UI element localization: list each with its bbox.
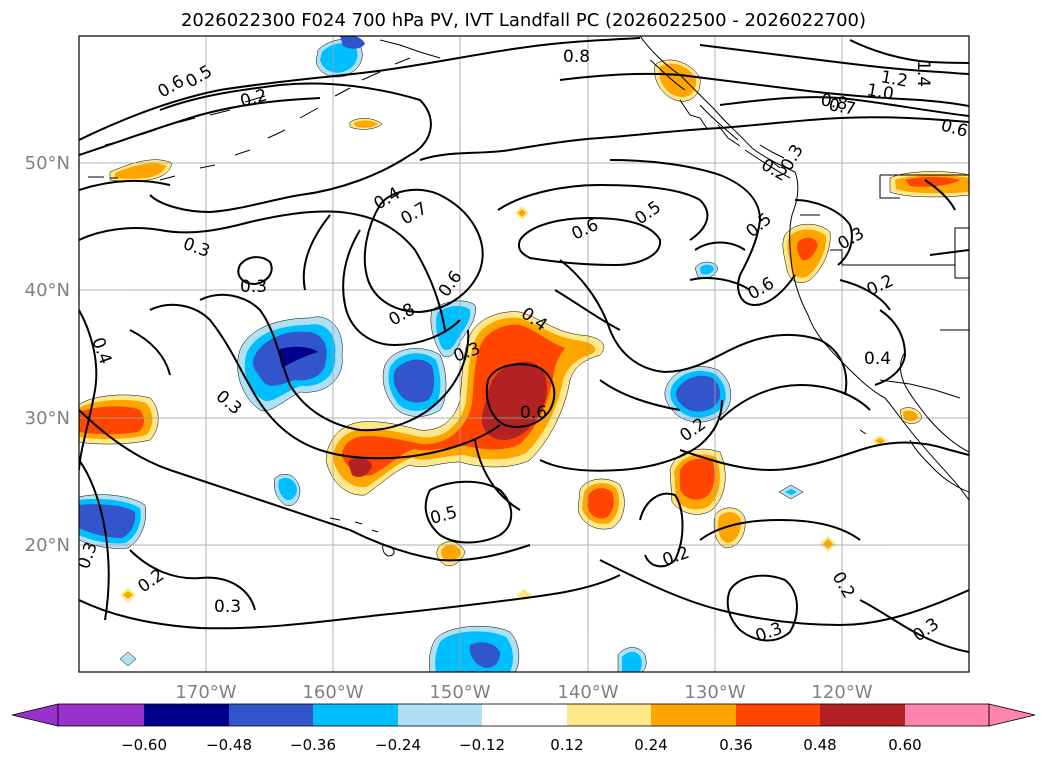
- colorbar-extend-low: [11, 703, 59, 727]
- contour-label: 1.2: [879, 67, 909, 91]
- graticule: [79, 36, 969, 672]
- map-title: 2026022300 F024 700 hPa PV, IVT Landfall…: [180, 10, 867, 31]
- colorbar-tick: 0.48: [803, 736, 836, 754]
- lat-label: 20°N: [25, 535, 70, 556]
- colorbar-tick: −0.48: [206, 736, 252, 754]
- colorbar-swatch: [58, 704, 144, 726]
- colorbar-swatch: [651, 704, 736, 726]
- colorbar-swatch: [820, 704, 905, 726]
- contour-label: 0.6: [520, 403, 547, 423]
- lon-label: 160°W: [302, 682, 363, 703]
- lat-label: 50°N: [25, 153, 70, 174]
- contour-label: 0.4: [864, 349, 891, 369]
- colorbar-tick: −0.24: [375, 736, 421, 754]
- colorbar-swatch: [229, 704, 313, 726]
- colorbar-swatch: [144, 704, 229, 726]
- contour-label: 1.4: [913, 60, 933, 87]
- longitude-labels: 170°W 160°W 150°W 140°W 130°W 120°W: [175, 682, 872, 703]
- lon-label: 170°W: [175, 682, 236, 703]
- contour-label: 0.3: [214, 597, 241, 617]
- colorbar-tick: 0.12: [550, 736, 583, 754]
- colorbar-extend-high: [988, 703, 1036, 727]
- lat-label: 40°N: [25, 280, 70, 301]
- contour-label: 0.8: [819, 90, 849, 114]
- colorbar-swatch: [482, 704, 567, 726]
- map-frame: [78, 35, 970, 673]
- contour-label: 1.0: [865, 80, 895, 104]
- colorbar-swatch: [905, 704, 989, 726]
- colorbar-tick: 0.60: [888, 736, 921, 754]
- lon-label: 130°W: [684, 682, 745, 703]
- colorbar-tick: 0.24: [634, 736, 667, 754]
- colorbar-tick: 0.36: [719, 736, 752, 754]
- latitude-labels: 50°N 40°N 30°N 20°N: [25, 153, 70, 556]
- colorbar-swatch: [398, 704, 482, 726]
- colorbar-tick: −0.12: [459, 736, 505, 754]
- ivt-shading: [79, 36, 969, 672]
- lon-label: 140°W: [557, 682, 618, 703]
- contour-label: 0.8: [563, 47, 590, 67]
- pv-contours: [79, 37, 969, 653]
- colorbar-swatch: [736, 704, 820, 726]
- contour-label: 0.3: [240, 277, 267, 297]
- colorbar-tick: −0.36: [290, 736, 336, 754]
- lon-label: 120°W: [811, 682, 872, 703]
- coastlines: [88, 36, 969, 557]
- lon-label: 150°W: [429, 682, 490, 703]
- colorbar-swatch: [567, 704, 651, 726]
- colorbar: −0.60 −0.48 −0.36 −0.24 −0.12 0.12 0.24 …: [11, 703, 1036, 754]
- lat-label: 30°N: [25, 408, 70, 429]
- contour-label: 0.7: [827, 95, 857, 119]
- colorbar-tick: −0.60: [121, 736, 167, 754]
- colorbar-swatch: [313, 704, 398, 726]
